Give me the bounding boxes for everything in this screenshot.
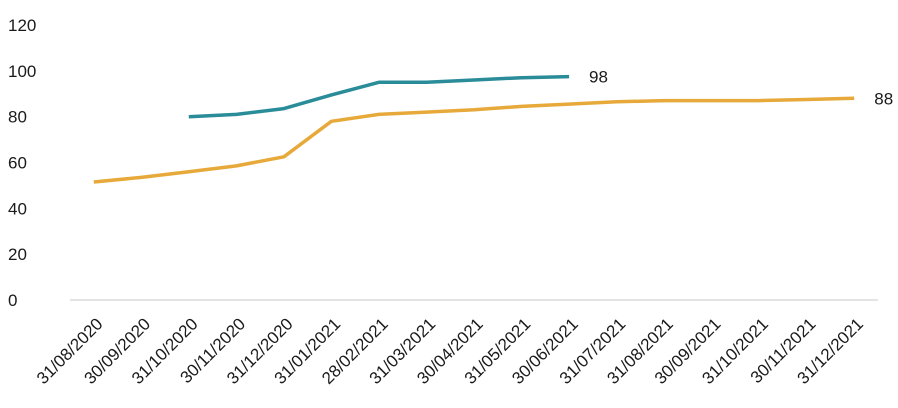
end-labels: 98 88 [589, 68, 893, 109]
y-tick-label: 60 [8, 154, 27, 173]
y-axis: 0 20 40 60 80 100 120 [8, 16, 36, 310]
y-tick-label: 40 [8, 199, 27, 218]
y-tick-label: 120 [8, 16, 36, 35]
y-tick-label: 80 [8, 108, 27, 127]
series-line-1 [188, 74, 570, 119]
y-tick-label: 0 [8, 291, 17, 310]
y-tick-label: 100 [8, 62, 36, 81]
series-layer [93, 74, 855, 184]
series-end-label-1: 98 [589, 68, 608, 87]
series-line-2 [93, 96, 855, 184]
y-tick-label: 20 [8, 245, 27, 264]
series-end-label-2: 88 [874, 89, 893, 108]
x-axis: 31/08/202030/09/202031/10/202030/11/2020… [33, 314, 867, 388]
